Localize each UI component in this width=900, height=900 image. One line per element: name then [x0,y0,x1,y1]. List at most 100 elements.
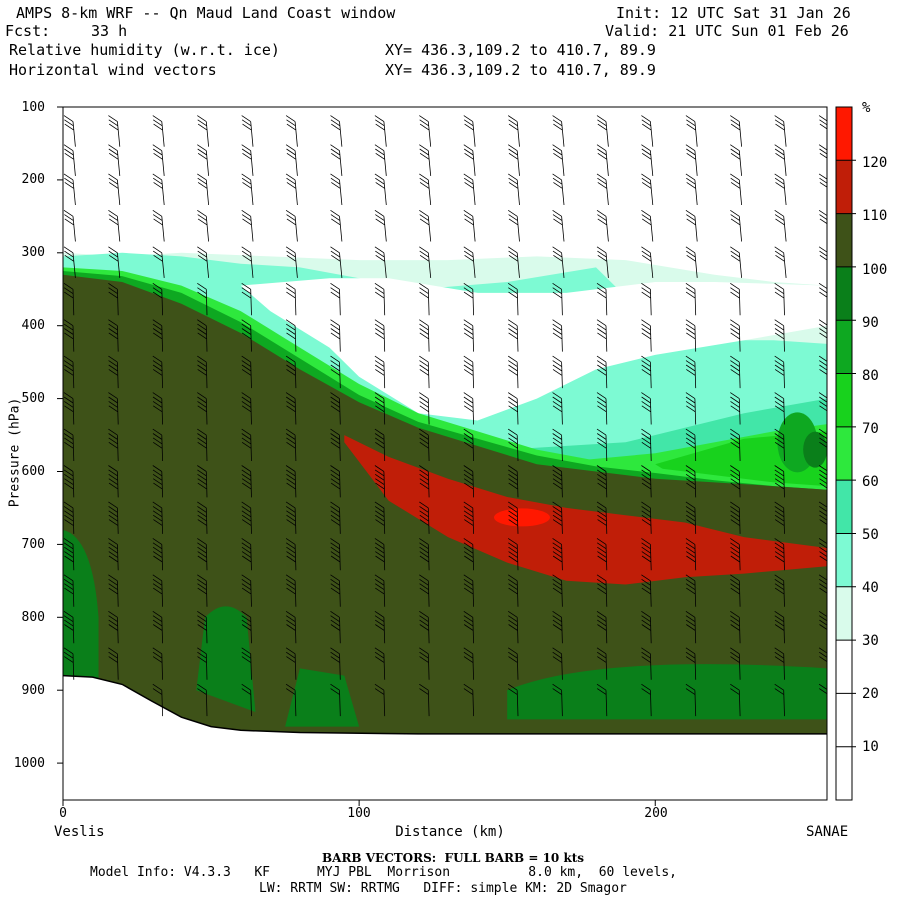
wind-barb [108,574,119,607]
wind-barb [419,574,430,607]
dry-region [240,278,827,421]
wind-barb [152,428,163,462]
wind-barb [507,173,520,206]
colorbar-swatch [836,640,852,694]
cross-section-coords-1: XY= 436.3,109.2 to 410.7, 89.9 [385,41,656,59]
wind-barb [463,538,474,571]
wind-barb [552,501,563,534]
colorbar-swatch [836,160,852,214]
wind-barb [463,209,476,242]
wind-barb [552,392,563,425]
wind-barb [419,209,432,242]
wind-barb [507,574,519,607]
y-tick-label: 100 [21,100,45,115]
wind-barb [818,209,827,225]
wind-barb [596,209,609,242]
wind-barb [63,465,75,498]
wind-barb [641,647,652,680]
wind-barb [774,144,787,176]
wind-barb [552,246,565,278]
wind-barb [241,574,252,607]
wind-barb [197,538,208,571]
wind-barb [774,115,787,147]
x-tick-label: 0 [59,806,67,821]
wind-barb [108,610,119,644]
y-tick-label: 500 [21,391,45,406]
wind-barb [108,647,119,680]
wind-barb [463,392,474,425]
wind-barb [685,428,697,462]
wind-barb [596,392,608,425]
wind-barb [463,610,474,644]
wind-barb [152,246,165,278]
wind-barb [330,282,341,316]
colorbar-swatch [836,266,852,321]
wind-barb [596,501,608,534]
wind-barb [285,610,297,644]
wind-barb [330,610,341,644]
wind-barb [774,538,785,571]
wind-barb [197,355,208,389]
wind-barb [374,683,386,717]
colorbar-swatch [836,693,852,747]
wind-barb [774,209,787,242]
y-tick-label: 300 [21,245,45,260]
wind-barb [419,610,430,644]
colorbar-tick-label: 120 [862,155,888,171]
wind-barb [197,610,208,644]
wind-barb [330,144,343,176]
wind-barb [108,501,119,534]
colorbar-tick-label: 30 [862,633,879,649]
wind-barb [374,173,387,206]
wind-barb [641,355,652,389]
wind-barb [641,501,652,534]
wind-barb [330,392,341,425]
wind-barb [285,319,297,352]
wind-barb [285,392,297,425]
wind-barb [197,246,209,278]
wind-barb [197,683,208,717]
colorbar-tick-label: 70 [862,421,879,437]
colorbar-tick-label: 20 [862,686,879,702]
wind-barb [596,144,609,176]
wind-barb [285,209,298,242]
wind-barb [419,392,430,425]
wind-barb [63,392,75,425]
wind-barb [641,428,652,462]
wind-barb [197,501,208,534]
wind-barb [507,246,520,278]
wind-barb [552,115,565,147]
wind-barb [507,428,519,462]
y-tick-label: 600 [21,464,45,479]
wind-barb [285,282,297,316]
wind-barb [552,610,563,644]
wind-barb [596,173,609,206]
wind-barb [818,392,827,412]
wind-barb [241,538,252,571]
colorbar-swatch [836,213,852,267]
wind-barb [552,538,563,571]
wind-barb [419,465,430,498]
wind-barb [596,538,608,571]
wind-barb [419,115,432,147]
wind-barb [463,501,474,534]
wind-barb [463,115,476,147]
wind-barb [730,209,742,242]
wind-barb [197,115,209,147]
colorbar-tick-label: 60 [862,474,879,490]
wind-barb [730,610,741,644]
rh-band-90-hill [196,606,256,713]
colorbar-tick-label: 10 [862,739,879,755]
wind-barb [463,465,474,498]
wind-barb [197,319,208,352]
wind-barb [507,538,519,571]
wind-barb [374,115,387,147]
wind-barb [285,501,297,534]
wind-barb [330,501,341,534]
wind-barb [108,355,119,389]
y-tick-label: 1000 [13,756,45,771]
colorbar-tick-label: 90 [862,315,879,331]
wind-barb [197,392,208,425]
wind-barb [774,428,785,462]
wind-barb [63,319,75,352]
